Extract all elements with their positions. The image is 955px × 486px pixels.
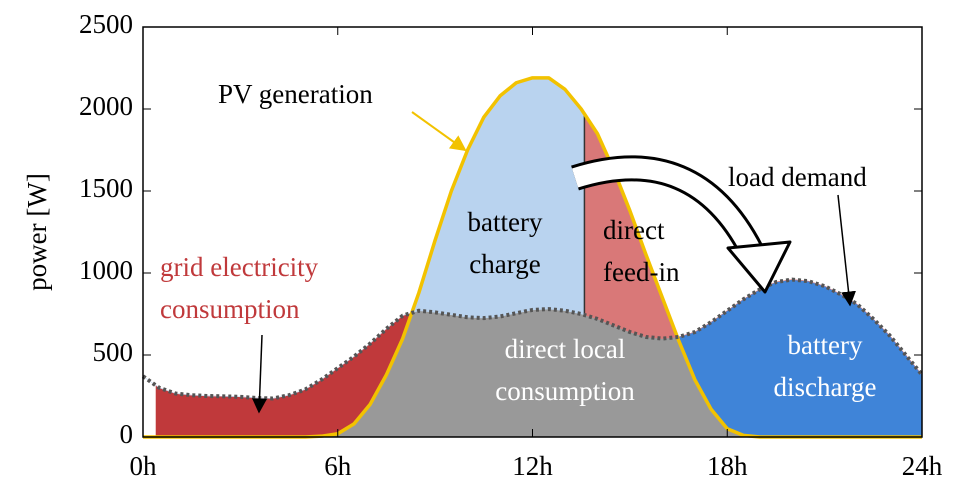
y-tick-label: 2500 bbox=[79, 9, 133, 39]
region-label: discharge bbox=[774, 372, 877, 402]
y-tick-label: 1000 bbox=[79, 255, 133, 285]
region bbox=[584, 113, 923, 375]
region-label: battery bbox=[468, 207, 543, 237]
y-tick-label: 0 bbox=[120, 419, 134, 449]
series-label: load demand bbox=[728, 162, 867, 192]
x-tick-label: 0h bbox=[130, 451, 158, 481]
shift-arrow bbox=[571, 155, 792, 294]
load-arrow bbox=[837, 194, 856, 307]
pv-arrow bbox=[411, 111, 467, 152]
region-label: consumption bbox=[495, 376, 635, 406]
region-label: direct bbox=[603, 215, 665, 245]
x-tick-label: 24h bbox=[902, 451, 943, 481]
x-tick-label: 6h bbox=[324, 451, 352, 481]
region-label: battery bbox=[788, 330, 863, 360]
region-label: direct local bbox=[505, 334, 626, 364]
x-tick-label: 18h bbox=[707, 451, 748, 481]
region-label: consumption bbox=[160, 294, 300, 324]
y-tick-label: 1500 bbox=[79, 173, 133, 203]
grid-arrow bbox=[252, 334, 268, 414]
series-line bbox=[141, 277, 924, 401]
region-label: charge bbox=[469, 249, 540, 279]
series-label: PV generation bbox=[218, 79, 373, 109]
region-label: grid electricity bbox=[160, 252, 319, 282]
x-tick-label: 12h bbox=[512, 451, 553, 481]
y-axis-label: power [W] bbox=[22, 173, 52, 291]
region-label: feed-in bbox=[603, 257, 680, 287]
y-tick-label: 2000 bbox=[79, 91, 133, 121]
y-tick-label: 500 bbox=[93, 337, 134, 367]
